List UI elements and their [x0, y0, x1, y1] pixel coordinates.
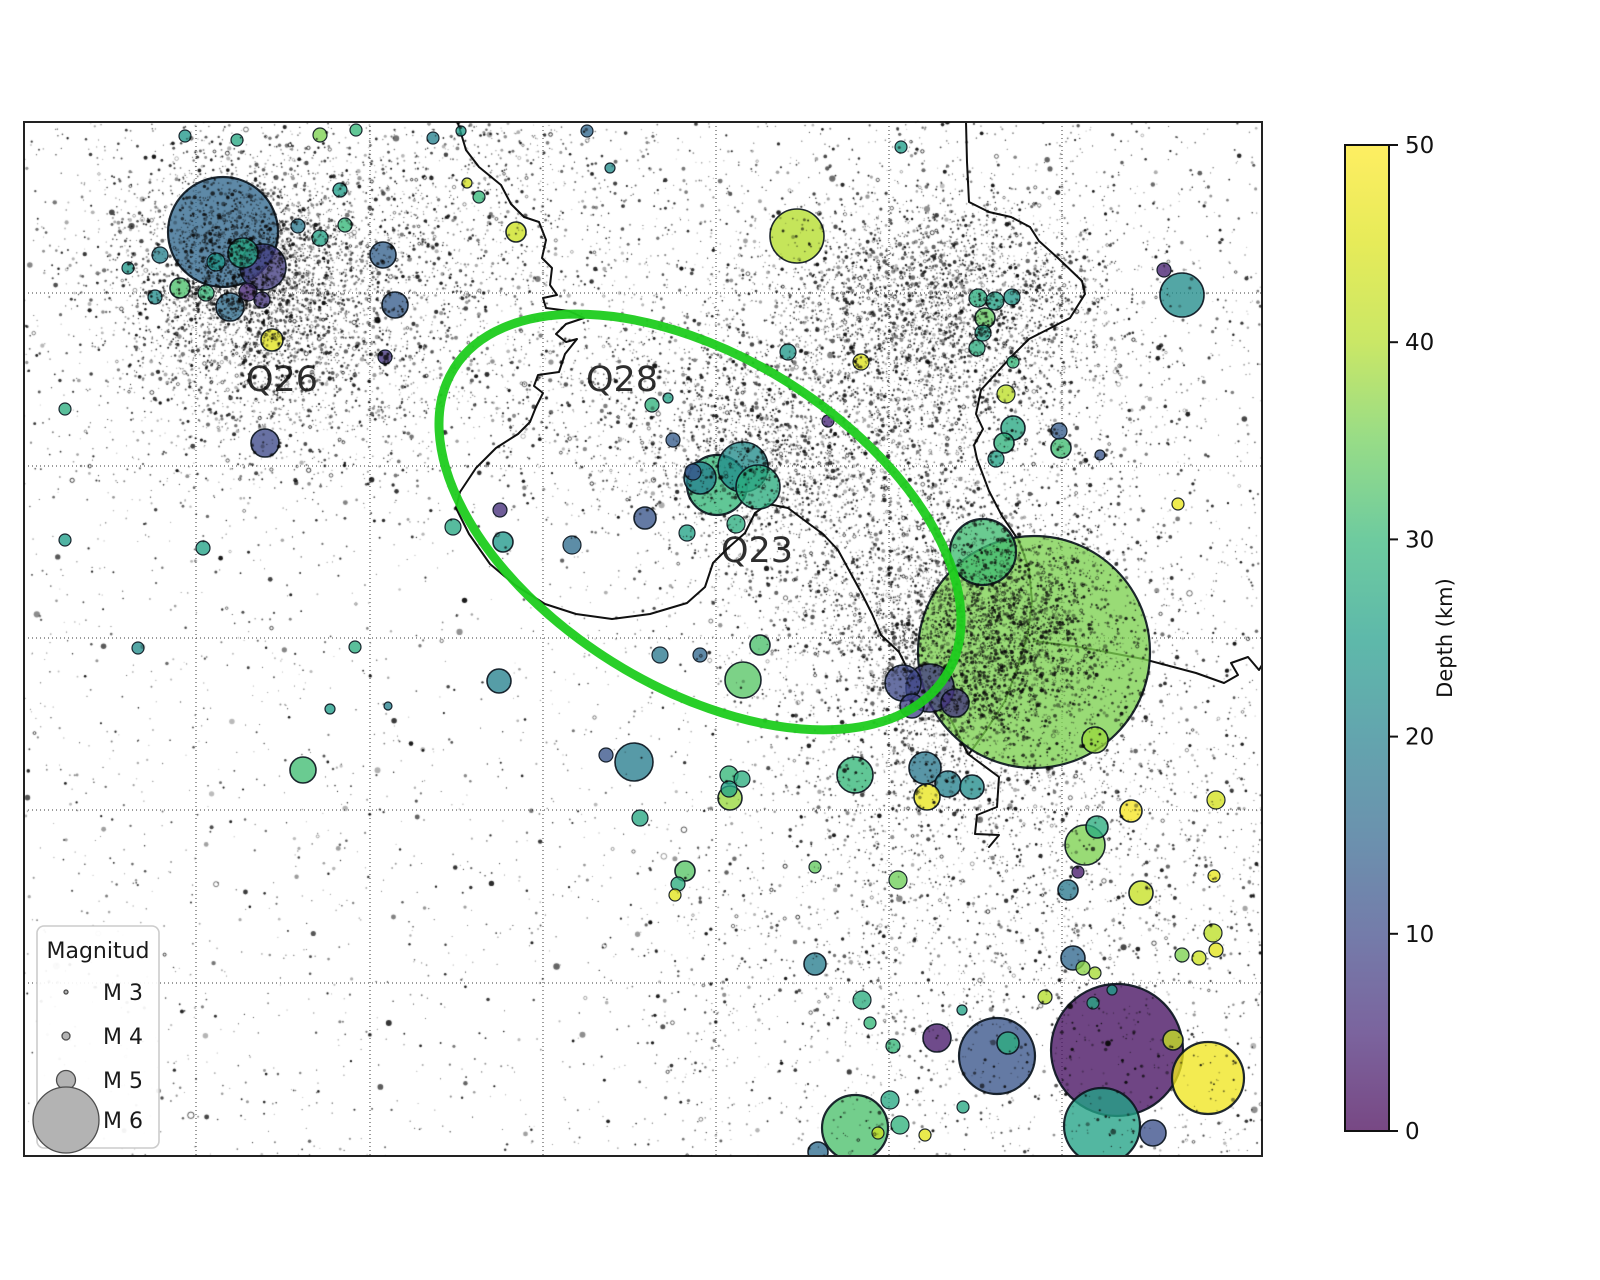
- zone-label-q23: Q23: [721, 531, 793, 571]
- legend-label-m3: M 3: [103, 981, 143, 1006]
- colorbar-ticks: [1389, 144, 1398, 1132]
- colorbar-tick-50: 50: [1405, 133, 1434, 159]
- colorbar-tick-10: 10: [1405, 922, 1434, 948]
- colorbar-tick-0: 0: [1405, 1119, 1420, 1145]
- legend-marker-m6: [32, 1086, 100, 1154]
- legend-title: Magnitud: [46, 939, 149, 964]
- legend-label-m6: M 6: [103, 1109, 143, 1134]
- legend-label-m4: M 4: [103, 1025, 143, 1050]
- highlight-ellipse: [434, 309, 966, 735]
- zone-label-q26: Q26: [246, 360, 318, 400]
- legend-marker-m3: [63, 989, 69, 995]
- colorbar-tick-40: 40: [1405, 330, 1434, 356]
- colorbar-tick-30: 30: [1405, 527, 1434, 553]
- colorbar-gradient: [1344, 144, 1390, 1132]
- magnitude-legend: Magnitud M 3 M 4 M 5 M 6: [32, 925, 160, 1154]
- depth-colorbar: 50 40 30 20 10 0 Depth (km): [1344, 133, 1457, 1145]
- zone-label-q28: Q28: [586, 360, 658, 400]
- legend-marker-m4: [61, 1031, 71, 1041]
- legend-label-m5: M 5: [103, 1069, 143, 1094]
- colorbar-axis-label: Depth (km): [1433, 578, 1457, 698]
- colorbar-tick-20: 20: [1405, 725, 1434, 751]
